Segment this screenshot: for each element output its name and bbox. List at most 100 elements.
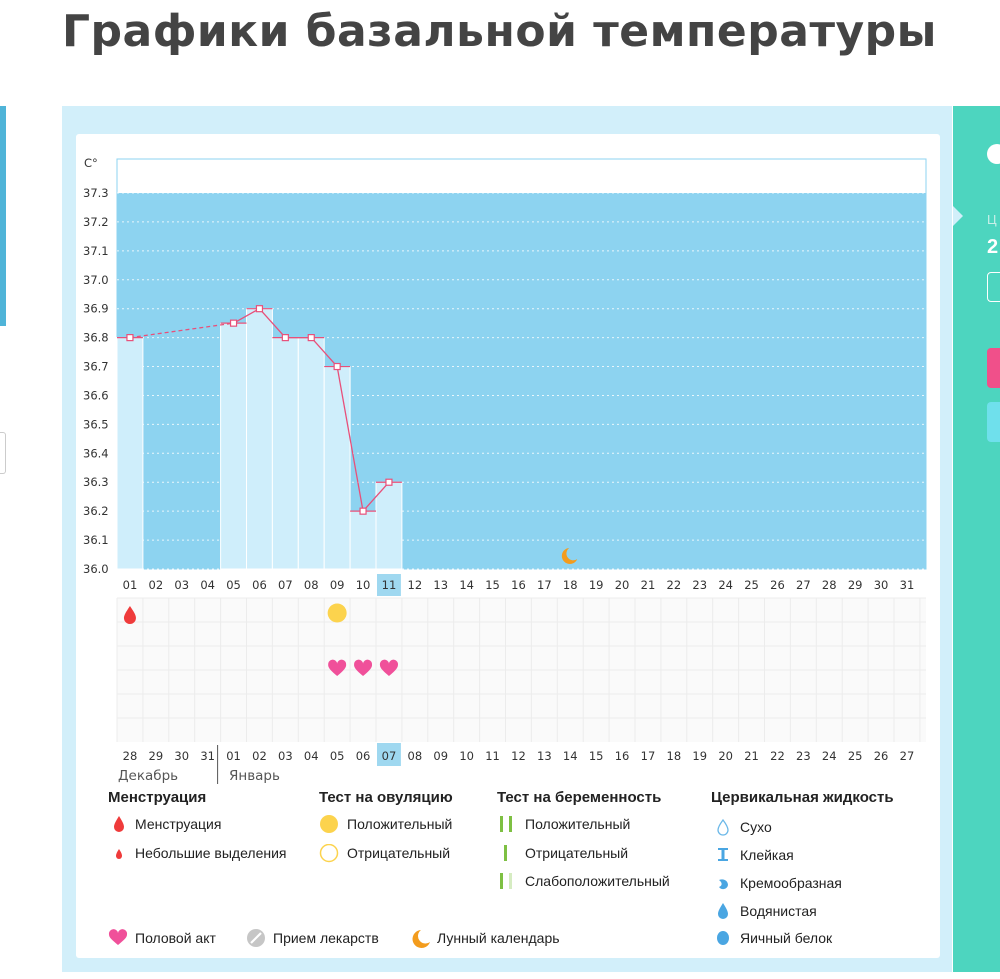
legend-cervical-watery-label: Водянистая <box>740 903 817 919</box>
blood-drop-icon <box>114 816 124 832</box>
right-panel-secondary-button[interactable] <box>987 402 1000 442</box>
legend-lunar-label: Лунный календарь <box>437 930 560 946</box>
x-tick-label: 03 <box>174 578 189 592</box>
x-tick-label: 29 <box>848 578 863 592</box>
y-tick-label: 36.0 <box>83 562 109 576</box>
x-tick-label: 13 <box>433 578 448 592</box>
right-panel-input[interactable] <box>987 272 1000 302</box>
y-tick-label: 36.5 <box>83 417 109 431</box>
x-tick-label: 20 <box>615 578 630 592</box>
left-panel-edge <box>0 106 6 326</box>
calendar-date-label: 15 <box>589 749 604 763</box>
intercourse-marker <box>353 659 373 676</box>
month-label-second: Январь <box>229 768 280 784</box>
temperature-bar <box>375 481 403 570</box>
legend-menstruation-title: Менструация <box>108 789 207 806</box>
x-tick-label: 04 <box>200 578 215 592</box>
legend-pregnancy-title: Тест на беременность <box>497 789 662 806</box>
legend-menstruation-label: Менструация <box>135 816 222 832</box>
y-tick-label: 36.6 <box>83 388 109 402</box>
calendar-date-label: 21 <box>744 749 759 763</box>
calendar-date-label: 19 <box>692 749 707 763</box>
calendar-date-label: 22 <box>770 749 785 763</box>
legend-medication-label: Прием лекарств <box>273 930 379 946</box>
calendar-date-label: 07 <box>382 749 397 763</box>
x-tick-label: 15 <box>485 578 500 592</box>
right-panel: Ц 2 <box>953 106 1000 972</box>
temperature-bar <box>297 337 325 570</box>
temperature-point <box>307 334 315 342</box>
x-tick-label: 10 <box>356 578 371 592</box>
y-unit-label: C° <box>84 156 98 170</box>
calendar-date-label: 02 <box>252 749 267 763</box>
x-tick-label: 12 <box>408 578 423 592</box>
x-tick-label: 17 <box>537 578 552 592</box>
test-weak-icon <box>500 873 512 889</box>
y-tick-label: 36.3 <box>83 475 109 489</box>
creamy-icon <box>719 879 728 890</box>
x-tick-label: 24 <box>718 578 733 592</box>
right-panel-pointer <box>953 206 963 226</box>
calendar-date-label: 23 <box>796 749 811 763</box>
temperature-line <box>336 366 364 512</box>
temperature-point <box>385 478 393 486</box>
test-negative-icon <box>504 845 507 861</box>
calendar-date-label: 06 <box>356 749 371 763</box>
legend-ovulation-negative-label: Отрицательный <box>347 845 451 861</box>
calendar-date-label: 26 <box>874 749 889 763</box>
temperature-point <box>126 334 134 342</box>
x-tick-label: 07 <box>278 578 293 592</box>
menstruation-marker <box>123 606 136 624</box>
y-tick-label: 36.9 <box>83 302 109 316</box>
temperature-point <box>229 319 238 327</box>
calendar-date-label: 14 <box>563 749 578 763</box>
calendar-date-label: 25 <box>848 749 863 763</box>
legend-intercourse-label: Половой акт <box>135 930 216 946</box>
calendar-date-label: 08 <box>408 749 423 763</box>
calendar-date-label: 28 <box>123 749 138 763</box>
x-tick-label: 16 <box>511 578 526 592</box>
temperature-point <box>281 334 289 342</box>
y-tick-label: 36.4 <box>83 446 109 460</box>
moon-icon <box>412 930 430 948</box>
egg-white-icon <box>717 931 729 945</box>
x-tick-label: 28 <box>822 578 837 592</box>
sticky-icon <box>718 848 728 861</box>
right-panel-icon[interactable] <box>987 144 1000 164</box>
calendar-date-label: 05 <box>330 749 345 763</box>
temperature-line <box>362 481 390 512</box>
y-tick-label: 36.7 <box>83 360 109 374</box>
y-tick-label: 37.3 <box>83 186 109 200</box>
temperature-line <box>310 337 338 367</box>
calendar-date-label: 30 <box>174 749 189 763</box>
x-tick-label: 01 <box>123 578 138 592</box>
right-panel-primary-button[interactable] <box>987 348 1000 388</box>
x-tick-label: 14 <box>459 578 474 592</box>
legend-cervical-dry-label: Сухо <box>740 819 772 835</box>
calendar-date-label: 24 <box>822 749 837 763</box>
calendar-date-label: 01 <box>226 749 241 763</box>
calendar-date-label: 12 <box>511 749 526 763</box>
temperature-bar <box>220 322 248 570</box>
temperature-bar <box>271 337 299 570</box>
calendar-date-label: 10 <box>459 749 474 763</box>
small-drop-icon <box>116 849 122 859</box>
temperature-bar <box>116 337 144 570</box>
calendar-date-label: 11 <box>485 749 500 763</box>
watery-drop-icon <box>718 903 728 919</box>
x-tick-label: 08 <box>304 578 319 592</box>
y-tick-label: 37.1 <box>83 244 109 258</box>
x-tick-label: 21 <box>641 578 656 592</box>
legend-cervical-creamy-label: Кремообразная <box>740 875 842 891</box>
legend-pregnancy-negative-label: Отрицательный <box>525 845 629 861</box>
legend-ovulation-title: Тест на овуляцию <box>319 789 453 806</box>
x-tick-label: 22 <box>667 578 682 592</box>
right-panel-label: Ц <box>987 212 997 227</box>
highlight-day-bg <box>377 574 401 596</box>
left-panel-tab[interactable] <box>0 432 6 474</box>
legend-pregnancy-positive-label: Положительный <box>525 816 631 832</box>
x-tick-label: 02 <box>149 578 164 592</box>
calendar-date-label: 17 <box>641 749 656 763</box>
ovulation-positive-marker <box>327 603 347 623</box>
test-positive-icon <box>500 816 512 832</box>
